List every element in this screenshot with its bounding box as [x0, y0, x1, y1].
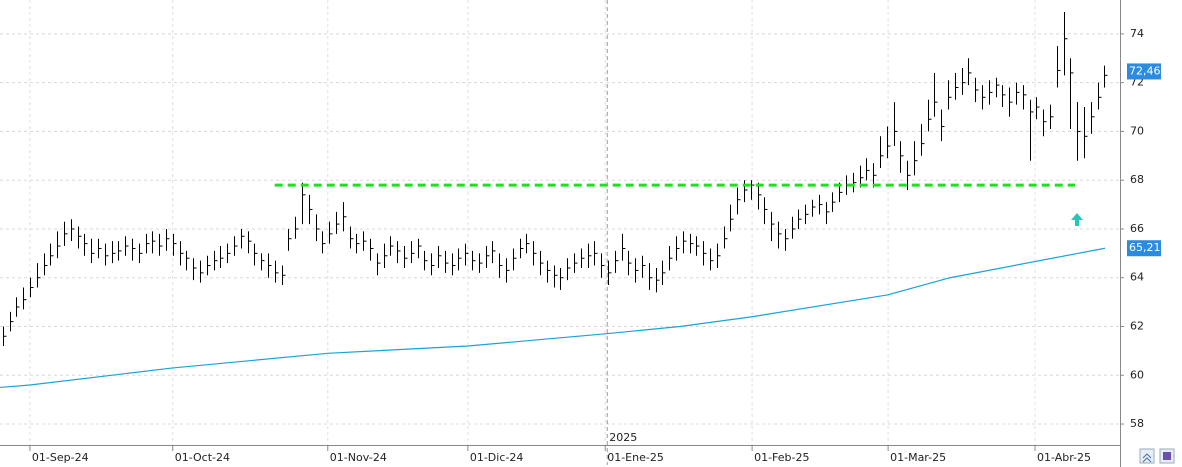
year-label: 2025: [609, 431, 637, 444]
price-label: 65,21: [1129, 241, 1161, 254]
y-tick-label: 68: [1130, 173, 1144, 186]
x-tick-label: 01-Dic-24: [470, 451, 524, 464]
moving-average: [0, 247, 1106, 389]
x-tick-label: 01-Ene-25: [607, 451, 664, 464]
y-tick-label: 62: [1130, 319, 1144, 332]
x-tick-label: 01-Feb-25: [754, 451, 809, 464]
price-label: 72,46: [1129, 64, 1161, 77]
x-tick-label: 01-Oct-24: [175, 451, 230, 464]
scroll-button[interactable]: [1139, 448, 1155, 464]
y-tick-label: 58: [1130, 417, 1144, 430]
price-label-box: [1127, 240, 1161, 257]
x-tick-label: 01-Mar-25: [890, 451, 946, 464]
save-icon: [1163, 452, 1171, 460]
y-tick-label: 66: [1130, 222, 1144, 235]
x-tick-label: 01-Sep-24: [32, 451, 89, 464]
x-tick-label: 01-Nov-24: [330, 451, 387, 464]
y-tick-label: 70: [1130, 124, 1144, 137]
toolbar[interactable]: [1139, 448, 1175, 464]
y-tick-label: 74: [1130, 27, 1144, 40]
x-tick-label: 01-Abr-25: [1037, 451, 1091, 464]
scroll-icon: [1142, 453, 1152, 463]
up-arrow: [1071, 213, 1083, 226]
price-label-box: [1127, 63, 1161, 80]
y-tick-label: 64: [1130, 271, 1144, 284]
y-tick-label: 60: [1130, 368, 1144, 381]
